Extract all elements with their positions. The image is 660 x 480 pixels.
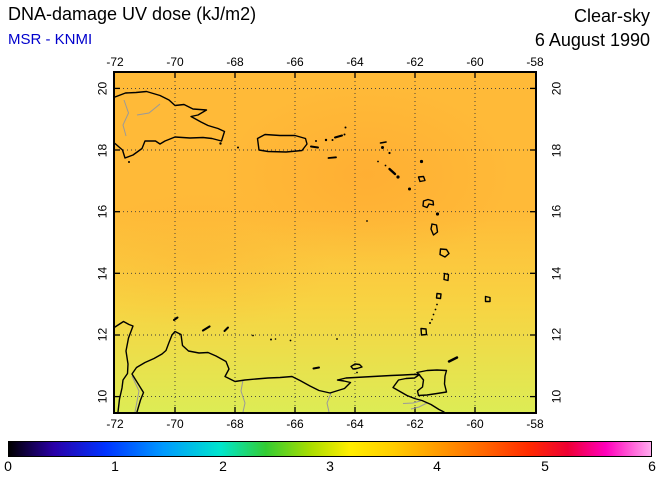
st-vincent-coast — [435, 292, 442, 300]
lon-tick-label: -68 — [226, 417, 244, 431]
coastlines — [115, 90, 491, 412]
date-label: 6 August 1990 — [534, 30, 650, 50]
hispaniola-coast — [115, 90, 226, 159]
lon-tick-label: -70 — [166, 55, 184, 69]
puerto-rico-coast — [256, 133, 308, 153]
lon-tick-label: -70 — [166, 417, 184, 431]
colorbar-tick-label: 3 — [326, 458, 334, 474]
source-label: MSR - KNMI — [8, 31, 93, 48]
trinidad-coast — [416, 369, 448, 397]
lat-tick-label: 12 — [549, 327, 564, 342]
lat-tick-label: 18 — [95, 143, 110, 158]
martinique-coast — [439, 248, 450, 258]
lat-tick-label: 18 — [549, 143, 564, 158]
lat-tick-label: 20 — [95, 81, 110, 96]
colorbar-tick-label: 1 — [111, 458, 119, 474]
lat-tick-label: 14 — [549, 266, 564, 281]
lon-tick-label: -72 — [106, 417, 124, 431]
uv-field-raster — [115, 73, 535, 412]
lon-tick-label: -66 — [286, 417, 304, 431]
venezuela-coast — [131, 330, 445, 412]
lon-tick-label: -58 — [526, 55, 544, 69]
lon-tick-label: -66 — [286, 55, 304, 69]
dominica-coast — [430, 223, 439, 236]
lat-tick-label: 12 — [95, 327, 110, 342]
lat-tick-label: 10 — [549, 389, 564, 404]
grenada-coast — [420, 327, 428, 336]
lat-tick-label: 14 — [95, 266, 110, 281]
lon-tick-label: -64 — [346, 417, 364, 431]
lon-tick-label: -60 — [466, 417, 484, 431]
barbados-coast — [484, 295, 491, 303]
lon-tick-label: -58 — [526, 417, 544, 431]
small-island-strokes — [173, 134, 459, 370]
map-canvas — [113, 71, 537, 414]
colorbar-tick-label: 5 — [541, 458, 549, 474]
border-river-lines — [122, 99, 428, 412]
margarita-coast — [350, 363, 363, 370]
lon-tick-label: -60 — [466, 55, 484, 69]
header-right: Clear-sky 6 August 1990 — [535, 4, 650, 52]
lon-tick-label: -62 — [406, 55, 424, 69]
colorbar-tick-label: 0 — [4, 458, 12, 474]
island-dots — [128, 126, 440, 374]
guajira-maracaibo-coast — [115, 320, 134, 412]
st-lucia-coast — [443, 272, 450, 282]
guadeloupe-coast — [422, 198, 435, 209]
lon-tick-label: -68 — [226, 55, 244, 69]
page-title: DNA-damage UV dose (kJ/m2) — [8, 4, 257, 24]
lat-tick-label: 10 — [95, 389, 110, 404]
axis-ticks — [115, 73, 535, 412]
lat-tick-label: 16 — [95, 204, 110, 219]
antigua-coast — [417, 175, 426, 183]
grid-lines — [115, 73, 535, 412]
sky-condition-label: Clear-sky — [573, 6, 650, 26]
colorbar-tick-label: 2 — [219, 458, 227, 474]
colorbar-tick-label: 6 — [648, 458, 656, 474]
colorbar-tick-label: 4 — [433, 458, 441, 474]
map-overlay — [115, 73, 535, 412]
lon-tick-label: -62 — [406, 417, 424, 431]
lon-tick-label: -72 — [106, 55, 124, 69]
lon-tick-label: -64 — [346, 55, 364, 69]
colorbar-gradient — [8, 441, 652, 457]
lat-tick-label: 20 — [549, 81, 564, 96]
lat-tick-label: 16 — [549, 204, 564, 219]
